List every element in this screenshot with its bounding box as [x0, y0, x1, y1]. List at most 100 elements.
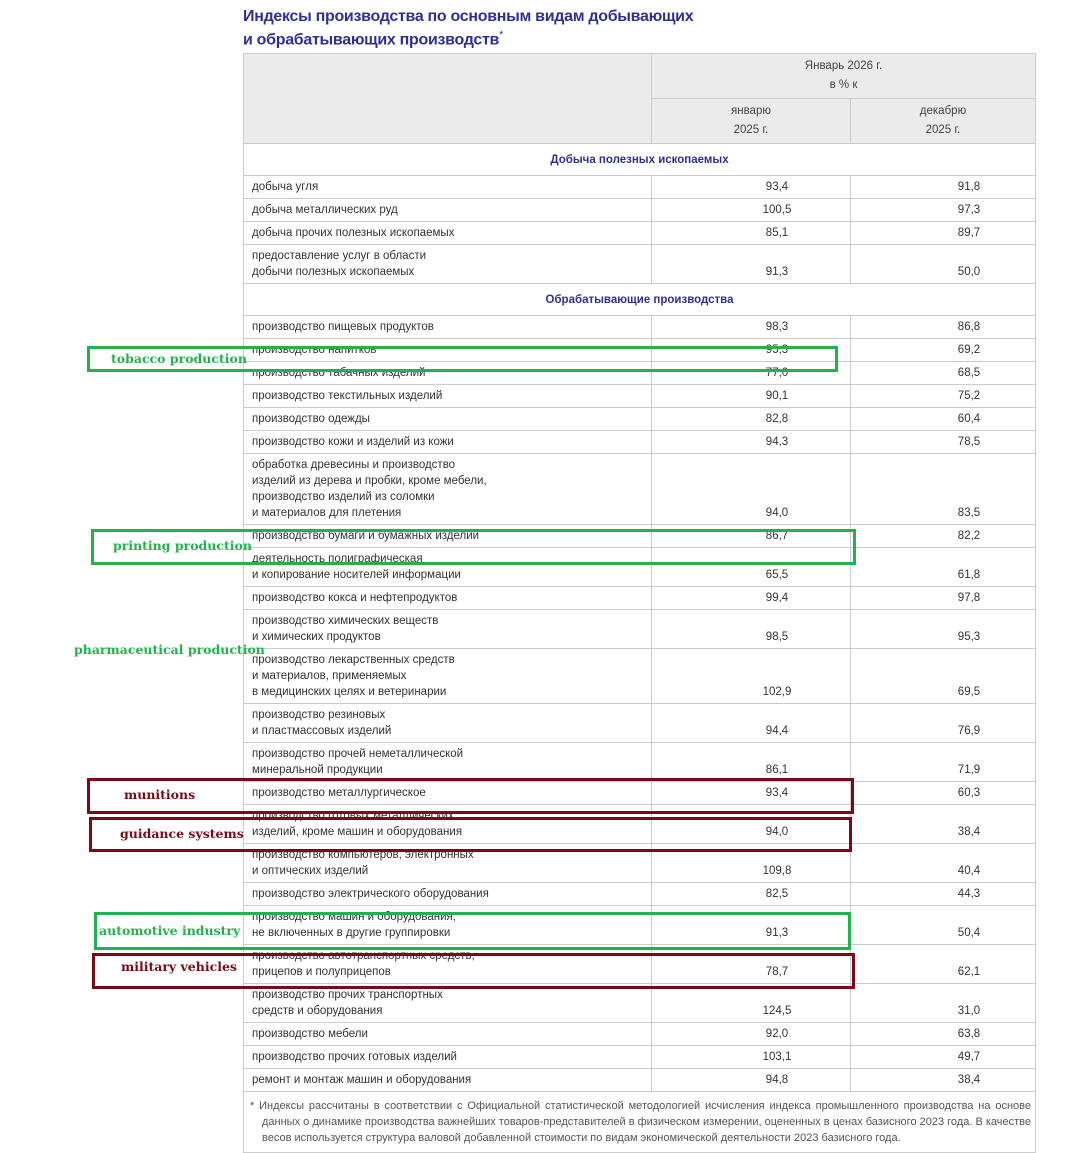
- section-heading: Обрабатывающие производства: [243, 283, 1036, 316]
- row-label: обработка древесины и производство издел…: [243, 453, 652, 525]
- table-row: производство табачных изделий 77,0 68,5: [243, 361, 1036, 385]
- value-vs-dec-2025: 78,5: [850, 430, 1036, 454]
- annotation-printing: printing production: [113, 538, 252, 553]
- production-index-table: Январь 2026 г. в % к январю 2025 г. декаб…: [243, 53, 1036, 1153]
- table-row: добыча угля 93,4 91,8: [243, 175, 1036, 199]
- section-heading: Добыча полезных ископаемых: [243, 143, 1036, 176]
- value-vs-dec-2025: 69,5: [850, 648, 1036, 704]
- highlight-box-guidance: [89, 817, 852, 852]
- row-label: производство прочей неметаллической мине…: [243, 742, 652, 782]
- value-vs-dec-2025: 61,8: [850, 547, 1036, 587]
- value-vs-dec-2025: 60,3: [850, 781, 1036, 805]
- table-row: производство прочей неметаллической мине…: [243, 742, 1036, 782]
- value-vs-dec-2025: 62,1: [850, 944, 1036, 984]
- annotation-guidance: guidance systems: [120, 826, 244, 841]
- row-label: производство кокса и нефтепродуктов: [243, 586, 652, 610]
- table-row: производство бумаги и бумажных изделий 86…: [243, 524, 1036, 548]
- footnote: * Индексы рассчитаны в соответствии с Оф…: [243, 1091, 1036, 1153]
- value-vs-dec-2025: 63,8: [850, 1022, 1036, 1046]
- row-label: производство одежды: [243, 407, 652, 431]
- value-vs-jan-2025: 82,5: [651, 882, 851, 906]
- table-row: производство лекарственных средств и мат…: [243, 648, 1036, 704]
- value-vs-dec-2025: 97,8: [850, 586, 1036, 610]
- value-vs-jan-2025: 94,4: [651, 703, 851, 743]
- value-vs-jan-2025: 98,5: [651, 609, 851, 649]
- value-vs-jan-2025: 86,7: [651, 524, 851, 548]
- table-row: деятельность полиграфическая и копирован…: [243, 547, 1036, 587]
- value-vs-jan-2025: 94,3: [651, 430, 851, 454]
- value-vs-jan-2025: 86,1: [651, 742, 851, 782]
- table-row: производство мебели 92,0 63,8: [243, 1022, 1036, 1046]
- table-row: производство электрического оборудования…: [243, 882, 1036, 906]
- value-vs-jan-2025: 77,0: [651, 361, 851, 385]
- value-vs-jan-2025: 124,5: [651, 983, 851, 1023]
- value-vs-jan-2025: 65,5: [651, 547, 851, 587]
- row-label: производство прочих транспортных средств…: [243, 983, 652, 1023]
- value-vs-dec-2025: 40,4: [850, 843, 1036, 883]
- row-label: предоставление услуг в области добычи по…: [243, 244, 652, 284]
- table-row: производство пищевых продуктов 98,3 86,8: [243, 315, 1036, 339]
- row-label: производство кожи и изделий из кожи: [243, 430, 652, 454]
- annotation-tobacco: tobacco production: [111, 351, 247, 366]
- highlight-box-printing: [91, 529, 856, 565]
- value-vs-dec-2025: 50,0: [850, 244, 1036, 284]
- value-vs-jan-2025: 100,5: [651, 198, 851, 222]
- value-vs-dec-2025: 86,8: [850, 315, 1036, 339]
- table-row: обработка древесины и производство издел…: [243, 453, 1036, 525]
- header-blank: [243, 53, 652, 144]
- value-vs-dec-2025: 69,2: [850, 338, 1036, 362]
- row-label: добыча прочих полезных ископаемых: [243, 221, 652, 245]
- row-label: ремонт и монтаж машин и оборудования: [243, 1068, 652, 1092]
- value-vs-jan-2025: 90,1: [651, 384, 851, 408]
- table-row: производство прочих транспортных средств…: [243, 983, 1036, 1023]
- row-label: производство пищевых продуктов: [243, 315, 652, 339]
- value-vs-dec-2025: 89,7: [850, 221, 1036, 245]
- page-title: Индексы производства по основным видам д…: [243, 8, 694, 49]
- table-row: производство резиновых и пластмассовых и…: [243, 703, 1036, 743]
- value-vs-dec-2025: 95,3: [850, 609, 1036, 649]
- value-vs-dec-2025: 82,2: [850, 524, 1036, 548]
- value-vs-dec-2025: 38,4: [850, 1068, 1036, 1092]
- table-row: производство прочих готовых изделий 103,1…: [243, 1045, 1036, 1069]
- row-label: производство резиновых и пластмассовых и…: [243, 703, 652, 743]
- header-jan-2025: январю 2025 г.: [651, 98, 851, 144]
- value-vs-dec-2025: 76,9: [850, 703, 1036, 743]
- table-row: производство химических веществ и химиче…: [243, 609, 1036, 649]
- row-label: производство химических веществ и химиче…: [243, 609, 652, 649]
- row-label: деятельность полиграфическая и копирован…: [243, 547, 652, 587]
- row-label: производство электрического оборудования: [243, 882, 652, 906]
- value-vs-jan-2025: 92,0: [651, 1022, 851, 1046]
- value-vs-dec-2025: 68,5: [850, 361, 1036, 385]
- annotation-munitions: munitions: [124, 787, 196, 802]
- value-vs-jan-2025: 82,8: [651, 407, 851, 431]
- value-vs-jan-2025: 102,9: [651, 648, 851, 704]
- value-vs-dec-2025: 38,4: [850, 804, 1036, 844]
- value-vs-jan-2025: 94,0: [651, 453, 851, 525]
- row-label: производство мебели: [243, 1022, 652, 1046]
- value-vs-jan-2025: 94,8: [651, 1068, 851, 1092]
- table-row: производство текстильных изделий 90,1 75,2: [243, 384, 1036, 408]
- row-label: добыча угля: [243, 175, 652, 199]
- header-dec-2025: декабрю 2025 г.: [850, 98, 1036, 144]
- table-row: ремонт и монтаж машин и оборудования 94,8…: [243, 1068, 1036, 1092]
- table-row: производство кожи и изделий из кожи 94,3 7…: [243, 430, 1036, 454]
- value-vs-dec-2025: 91,8: [850, 175, 1036, 199]
- annotation-military: military vehicles: [121, 959, 237, 974]
- value-vs-dec-2025: 49,7: [850, 1045, 1036, 1069]
- row-label: добыча металлических руд: [243, 198, 652, 222]
- value-vs-dec-2025: 50,4: [850, 905, 1036, 945]
- table-row: добыча металлических руд 100,5 97,3: [243, 198, 1036, 222]
- highlight-box-tobacco: [87, 346, 838, 372]
- annotation-pharmaceutical: pharmaceutical production: [74, 642, 265, 657]
- value-vs-dec-2025: 31,0: [850, 983, 1036, 1023]
- value-vs-jan-2025: 99,4: [651, 586, 851, 610]
- value-vs-jan-2025: 98,3: [651, 315, 851, 339]
- value-vs-jan-2025: 93,4: [651, 175, 851, 199]
- row-label: производство лекарственных средств и мат…: [243, 648, 652, 704]
- value-vs-jan-2025: 95,3: [651, 338, 851, 362]
- value-vs-dec-2025: 83,5: [850, 453, 1036, 525]
- value-vs-jan-2025: 94,0: [651, 804, 851, 844]
- value-vs-jan-2025: 91,3: [651, 244, 851, 284]
- annotation-automotive: automotive industry: [99, 923, 241, 938]
- value-vs-dec-2025: 71,9: [850, 742, 1036, 782]
